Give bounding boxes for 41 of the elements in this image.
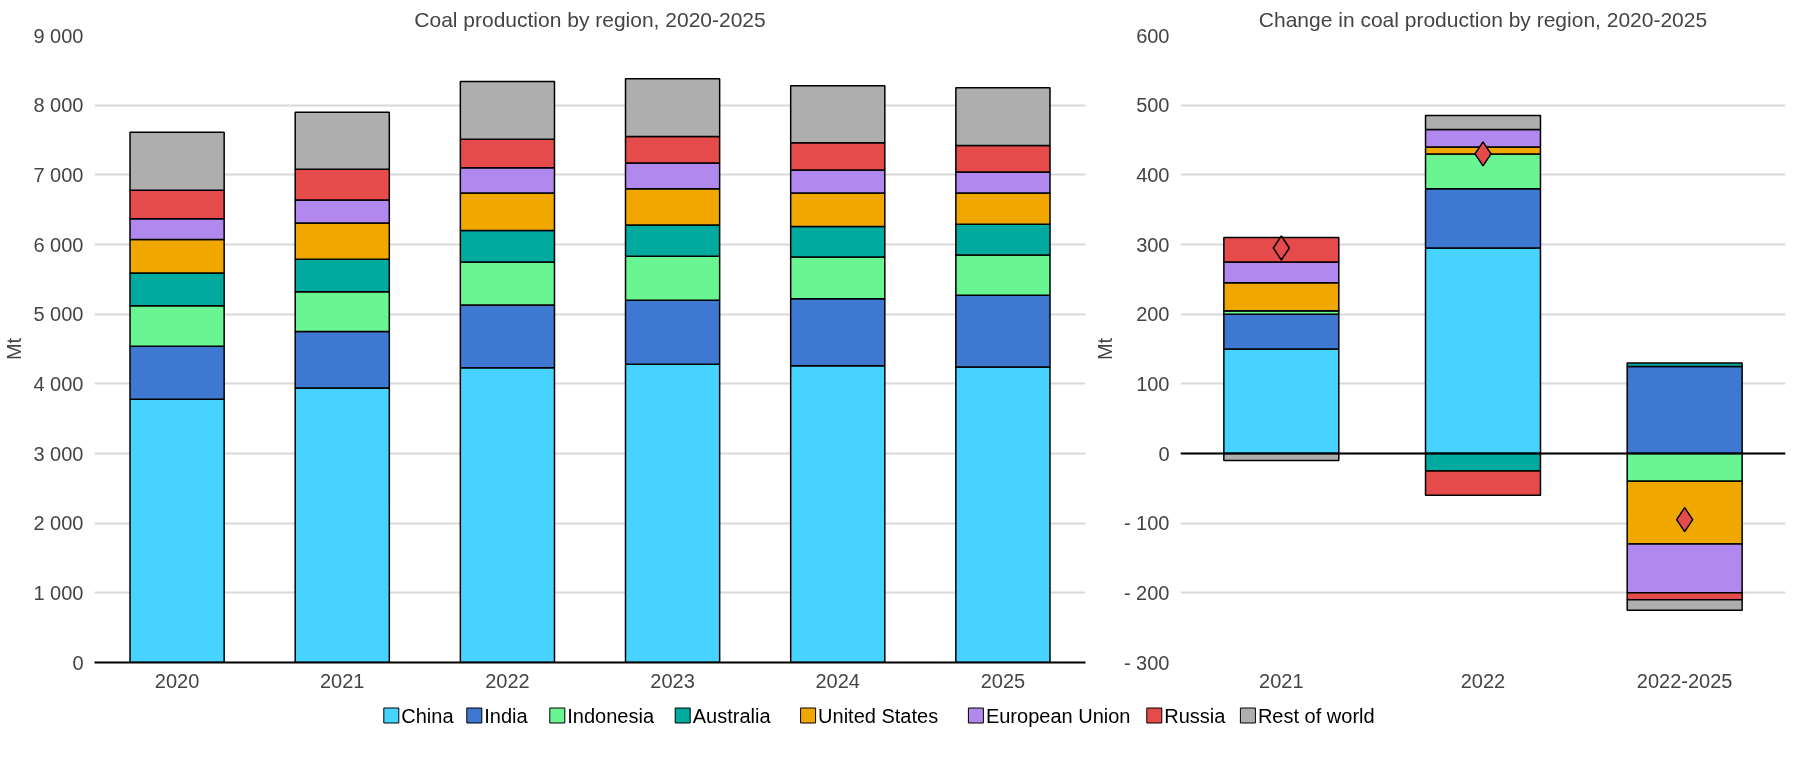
- y-tick-label: - 200: [1123, 581, 1170, 604]
- x-tick-label: 2025: [980, 669, 1026, 692]
- chart-title: Coal production by region, 2020-2025: [414, 7, 766, 31]
- y-tick-label: 3 000: [33, 442, 84, 465]
- y-tick-label: 400: [1136, 163, 1170, 186]
- y-tick-label: - 100: [1123, 512, 1170, 535]
- y-tick-label: 0: [72, 651, 84, 674]
- x-tick-label: 2024: [815, 669, 860, 692]
- y-tick-label: 0: [1158, 442, 1170, 465]
- y-tick-label: 100: [1136, 372, 1170, 395]
- x-tick-label: 2022: [1460, 669, 1506, 692]
- legend-label: European Union: [985, 704, 1131, 727]
- y-tick-label: 9 000: [33, 24, 84, 47]
- legend-label: Australia: [692, 704, 772, 727]
- legend-label: China: [401, 704, 455, 727]
- x-tick-label: 2021: [1259, 669, 1304, 692]
- y-tick-label: 6 000: [33, 233, 84, 256]
- y-tick-label: 600: [1136, 24, 1170, 47]
- x-tick-label: 2020: [154, 669, 200, 692]
- legend-label: Russia: [1164, 704, 1227, 727]
- x-tick-label: 2022: [485, 669, 530, 692]
- y-tick-label: 8 000: [33, 94, 84, 117]
- y-tick-label: 1 000: [33, 581, 84, 604]
- legend-label: India: [484, 704, 529, 727]
- y-tick-label: - 300: [1123, 651, 1170, 674]
- chart-title: Change in coal production by region, 2020-2025: [1258, 7, 1708, 31]
- y-tick-label: 2 000: [33, 512, 84, 535]
- x-tick-label: 2021: [320, 669, 365, 692]
- legend-label: Rest of world: [1257, 704, 1375, 727]
- y-axis-title: Mt: [1093, 337, 1116, 361]
- x-tick-label: 2023: [650, 669, 695, 692]
- y-tick-label: 300: [1136, 233, 1170, 256]
- y-tick-label: 7 000: [33, 163, 84, 186]
- x-tick-label: 2022-2025: [1636, 669, 1733, 692]
- legend-label: United States: [818, 704, 939, 727]
- y-tick-label: 200: [1136, 303, 1170, 326]
- y-axis-title: Mt: [3, 337, 26, 361]
- y-tick-label: 4 000: [33, 372, 84, 395]
- legend-label: Indonesia: [567, 704, 655, 727]
- y-tick-label: 500: [1136, 94, 1170, 117]
- y-tick-label: 5 000: [33, 303, 84, 326]
